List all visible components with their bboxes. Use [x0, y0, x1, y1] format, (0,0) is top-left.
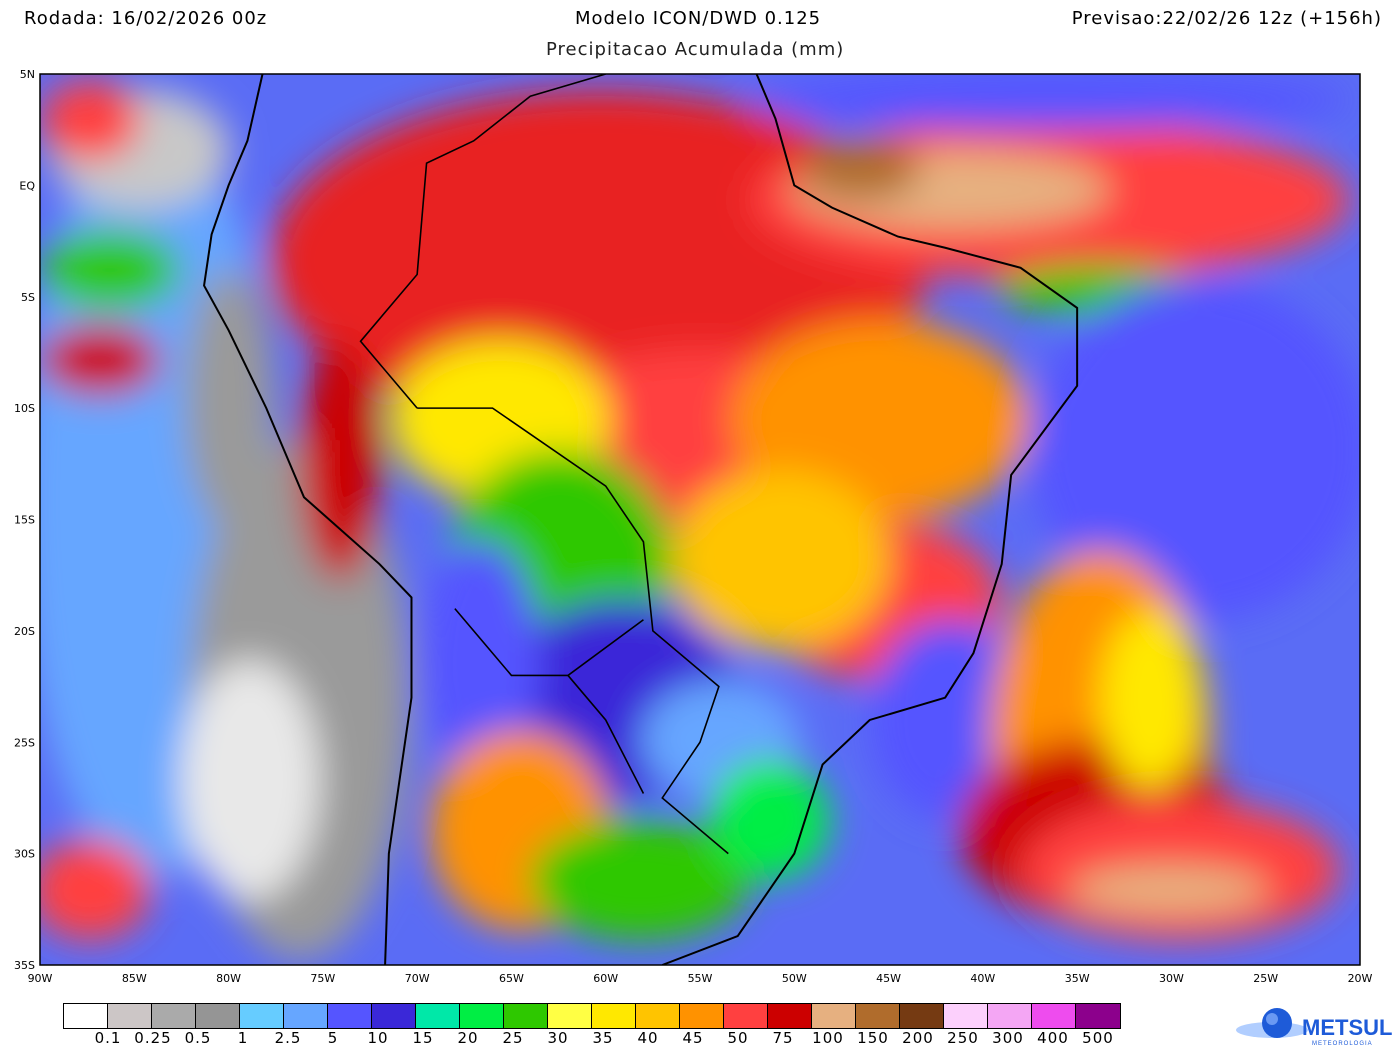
colorbar-swatch — [460, 1004, 504, 1028]
colorbar-swatch — [64, 1004, 108, 1028]
lon-label: 65W — [499, 972, 524, 985]
colorbar-label: 10 — [367, 1029, 389, 1047]
metsul-logo: METSUL METEOROLOGIA — [1232, 1008, 1397, 1048]
lat-label: 20S — [14, 625, 35, 638]
colorbar-label: 250 — [947, 1029, 979, 1047]
colorbar-swatch — [284, 1004, 328, 1028]
lon-label: 40W — [970, 972, 995, 985]
lon-label: 75W — [310, 972, 335, 985]
colorbar-swatch — [416, 1004, 460, 1028]
colorbar — [63, 1003, 1121, 1029]
run-label: Rodada: 16/02/2026 00z — [24, 8, 268, 29]
lat-label: 5S — [21, 291, 35, 304]
colorbar-label: 150 — [857, 1029, 889, 1047]
colorbar-label: 25 — [502, 1029, 524, 1047]
colorbar-label: 0.5 — [184, 1029, 212, 1047]
colorbar-swatch — [548, 1004, 592, 1028]
colorbar-swatch — [504, 1004, 548, 1028]
svg-text:METSUL: METSUL — [1302, 1015, 1392, 1040]
atlantic-coastline — [661, 74, 1079, 965]
colorbar-label: 75 — [772, 1029, 794, 1047]
colorbar-swatch — [1032, 1004, 1076, 1028]
axis-labels: 90W 85W 80W 75W 70W 65W 60W 55W 50W 45W 40W 35W 30W 2… — [14, 68, 1373, 985]
country-border — [417, 407, 729, 855]
colorbar-swatch — [636, 1004, 680, 1028]
colorbar-label: 40 — [637, 1029, 659, 1047]
colorbar-label: 0.1 — [94, 1029, 122, 1047]
country-border — [359, 74, 606, 409]
lat-label: 25S — [14, 736, 35, 749]
colorbar-swatch — [240, 1004, 284, 1028]
colorbar-label: 30 — [547, 1029, 569, 1047]
colorbar-swatch — [900, 1004, 944, 1028]
precip-field — [40, 74, 1360, 965]
colorbar-swatch — [152, 1004, 196, 1028]
pacific-coastline — [203, 74, 413, 965]
colorbar-swatch — [1076, 1004, 1120, 1028]
colorbar-swatch — [328, 1004, 372, 1028]
lon-label: 45W — [876, 972, 901, 985]
colorbar-swatch — [856, 1004, 900, 1028]
lon-label: 25W — [1253, 972, 1278, 985]
lat-label: EQ — [19, 179, 35, 192]
lon-label: 80W — [216, 972, 241, 985]
svg-text:METEOROLOGIA: METEOROLOGIA — [1312, 1041, 1373, 1047]
colorbar-swatch — [108, 1004, 152, 1028]
lat-label: 15S — [14, 514, 35, 527]
colorbar-swatch — [196, 1004, 240, 1028]
model-label: Modelo ICON/DWD 0.125 — [575, 8, 822, 29]
forecast-label: Previsao:22/02/26 12z (+156h) — [1071, 8, 1382, 29]
colorbar-label: 0.25 — [134, 1029, 172, 1047]
colorbar-swatch — [988, 1004, 1032, 1028]
colorbar-label: 45 — [682, 1029, 704, 1047]
lon-label: 50W — [782, 972, 807, 985]
lat-label: 30S — [14, 848, 35, 861]
lon-label: 30W — [1159, 972, 1184, 985]
colorbar-swatch — [592, 1004, 636, 1028]
map-subtitle: Precipitacao Acumulada (mm) — [546, 39, 845, 60]
colorbar-label: 50 — [727, 1029, 749, 1047]
map-frame — [39, 73, 1361, 966]
lon-label: 60W — [593, 972, 618, 985]
coastline — [203, 74, 1079, 965]
colorbar-label: 300 — [992, 1029, 1024, 1047]
lat-label: 5N — [20, 68, 35, 81]
colorbar-label: 5 — [327, 1029, 339, 1047]
precipitation-map: 90W 85W 80W 75W 70W 65W 60W 55W 50W 45W 40W 35W 30W 2… — [14, 68, 1373, 985]
lon-label: 20W — [1348, 972, 1373, 985]
lon-label: 90W — [28, 972, 53, 985]
lon-label: 55W — [688, 972, 713, 985]
lon-label: 35W — [1065, 972, 1090, 985]
colorbar-swatch — [372, 1004, 416, 1028]
colorbar-swatch — [812, 1004, 856, 1028]
colorbar-label: 2.5 — [274, 1029, 302, 1047]
lon-label: 85W — [122, 972, 147, 985]
country-border — [454, 608, 644, 677]
colorbar-label: 15 — [412, 1029, 434, 1047]
colorbar-swatch — [680, 1004, 724, 1028]
colorbar-label: 500 — [1082, 1029, 1114, 1047]
colorbar-swatch — [768, 1004, 812, 1028]
colorbar-swatch — [724, 1004, 768, 1028]
lat-label: 10S — [14, 402, 35, 415]
lon-label: 70W — [405, 972, 430, 985]
colorbar-label: 400 — [1037, 1029, 1069, 1047]
colorbar-label: 35 — [592, 1029, 614, 1047]
colorbar-label: 20 — [457, 1029, 479, 1047]
lat-label: 35S — [14, 959, 35, 972]
colorbar-label: 100 — [812, 1029, 844, 1047]
country-border — [567, 674, 645, 794]
colorbar-swatch — [944, 1004, 988, 1028]
colorbar-label: 200 — [902, 1029, 934, 1047]
colorbar-label: 1 — [237, 1029, 249, 1047]
